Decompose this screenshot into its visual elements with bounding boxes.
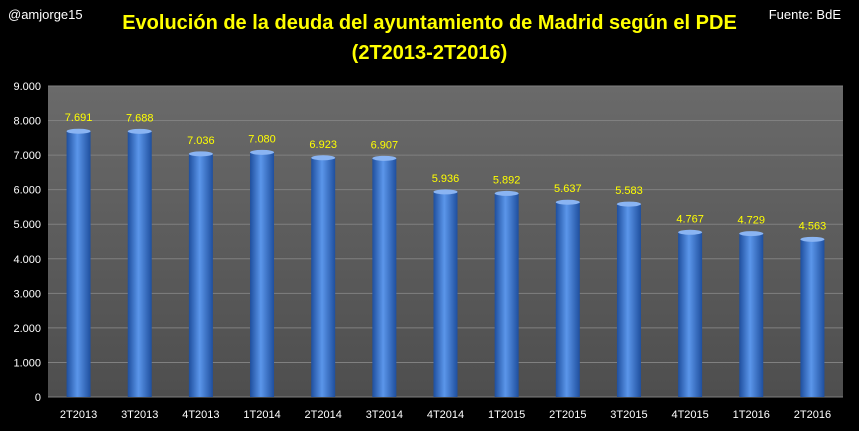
bar (66, 131, 91, 397)
bar-top (66, 128, 91, 134)
x-tick-label: 3T2014 (366, 409, 403, 421)
data-label: 7.688 (126, 112, 154, 124)
bar-top (250, 149, 275, 155)
bar (250, 152, 275, 397)
data-label: 5.583 (615, 185, 643, 197)
bar-top (800, 236, 825, 242)
chart-subtitle: (2T2013-2T2016) (351, 42, 508, 64)
data-label: 4.729 (738, 215, 766, 227)
x-tick-label: 1T2014 (243, 409, 280, 421)
bar-top (372, 155, 397, 161)
bar (433, 191, 458, 397)
bar (800, 239, 825, 397)
data-label: 7.691 (65, 112, 93, 124)
bar-top (678, 229, 703, 235)
bar-top (555, 199, 580, 205)
bar-top (494, 190, 519, 196)
data-label: 7.080 (248, 133, 276, 145)
bar-top (311, 155, 336, 161)
data-label: 6.923 (309, 139, 337, 151)
y-tick-label: 1.000 (13, 357, 41, 369)
data-label: 5.637 (554, 183, 582, 195)
data-label: 5.892 (493, 174, 521, 186)
bar (372, 158, 397, 397)
x-axis-ticks: 2T2013 3T2013 4T2013 1T2014 2T2014 3T2014 4T20… (60, 409, 831, 421)
x-tick-label: 2T2013 (60, 409, 97, 421)
author-handle: @amjorge15 (8, 7, 83, 22)
y-tick-label: 2.000 (13, 323, 41, 335)
x-tick-label: 2T2015 (549, 409, 586, 421)
x-tick-label: 4T2015 (671, 409, 708, 421)
y-tick-label: 3.000 (13, 288, 41, 300)
y-tick-label: 6.000 (13, 185, 41, 197)
x-tick-label: 4T2014 (427, 409, 464, 421)
y-tick-label: 4.000 (13, 254, 41, 266)
data-label: 5.936 (432, 173, 460, 185)
y-tick-label: 9.000 (13, 81, 41, 93)
data-label: 4.767 (676, 213, 704, 225)
source-note: Fuente: BdE (768, 7, 841, 22)
x-tick-label: 3T2015 (610, 409, 647, 421)
data-label: 7.036 (187, 135, 215, 147)
bar (678, 232, 703, 397)
x-tick-label: 4T2013 (182, 409, 219, 421)
data-label: 4.563 (799, 220, 827, 232)
x-tick-label: 2T2014 (305, 409, 342, 421)
data-labels: 7.691 7.688 7.036 7.080 6.923 6.907 5.936 5.892… (65, 112, 826, 232)
chart-title: Evolución de la deuda del ayuntamiento d… (122, 12, 737, 34)
data-label: 6.907 (371, 139, 399, 151)
bar (127, 131, 152, 397)
bar (555, 202, 580, 397)
x-tick-label: 3T2013 (121, 409, 158, 421)
bar-top (127, 128, 152, 134)
y-tick-label: 7.000 (13, 150, 41, 162)
bars (66, 128, 825, 397)
y-tick-label: 5.000 (13, 219, 41, 231)
bar-top (739, 231, 764, 237)
bar-top (433, 189, 458, 195)
bar (188, 153, 213, 397)
bar (739, 233, 764, 397)
bar-top (616, 201, 641, 207)
y-axis-ticks: 0 1.000 2.000 3.000 4.000 5.000 6.000 7.000 8.00… (13, 81, 41, 404)
bar (616, 204, 641, 397)
bar (311, 157, 336, 397)
y-tick-label: 8.000 (13, 116, 41, 128)
x-tick-label: 2T2016 (794, 409, 831, 421)
x-tick-label: 1T2015 (488, 409, 525, 421)
y-tick-label: 0 (35, 392, 41, 404)
x-tick-label: 1T2016 (733, 409, 770, 421)
bar (494, 193, 519, 397)
bar-top (188, 151, 213, 157)
